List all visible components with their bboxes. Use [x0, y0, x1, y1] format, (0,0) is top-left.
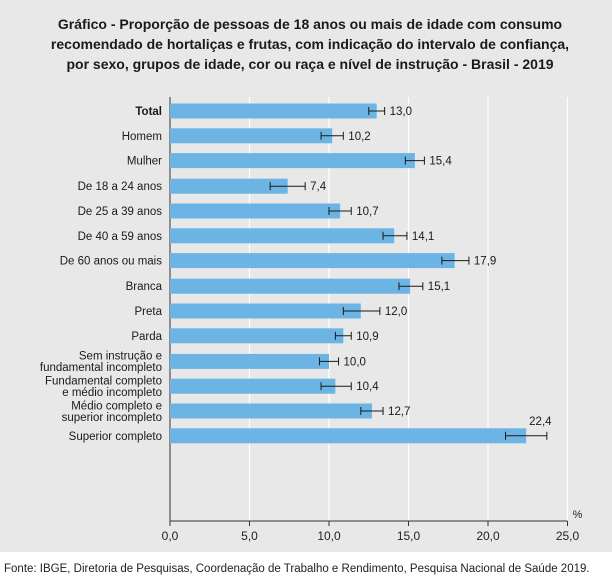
- source-note: Fonte: IBGE, Diretoria de Pesquisas, Coo…: [4, 563, 590, 575]
- bar: [170, 303, 361, 319]
- data-label: 12,0: [385, 306, 407, 318]
- category-label: De 60 anos ou mais: [60, 256, 163, 268]
- chart-title: Gráfico - Proporção de pessoas de 18 ano…: [30, 14, 590, 74]
- title-line-3: por sexo, grupos de idade, cor ou raça e…: [66, 56, 554, 72]
- x-tick-label: 0,0: [162, 529, 179, 543]
- bar: [170, 203, 341, 219]
- category-label: Parda: [131, 331, 162, 343]
- x-axis-unit-label: %: [573, 509, 583, 521]
- category-label: Superior completo: [69, 431, 162, 443]
- x-tick-label: 20,0: [476, 529, 500, 543]
- category-label: De 18 a 24 anos: [78, 181, 163, 193]
- bar: [170, 328, 344, 344]
- category-label: Médio completo e: [71, 400, 162, 412]
- bar: [170, 228, 395, 244]
- x-tick-label: 5,0: [241, 529, 258, 543]
- data-label: 17,9: [474, 256, 496, 268]
- x-tick-label: 10,0: [317, 529, 341, 543]
- chart-panel: Gráfico - Proporção de pessoas de 18 ano…: [0, 0, 612, 552]
- category-label: fundamental incompleto: [40, 362, 162, 374]
- x-tick-label: 25,0: [556, 529, 580, 543]
- category-label: De 40 a 59 anos: [78, 231, 163, 243]
- x-tick-label: 15,0: [397, 529, 421, 543]
- data-label: 7,4: [310, 181, 327, 193]
- bar: [170, 403, 372, 419]
- category-label: Total: [135, 106, 162, 118]
- category-label: e médio incompleto: [62, 387, 162, 399]
- bar-chart: 0,0 5,0 10,0 15,0 20,0 25,0% 13,0 Total 10,2 Home…: [40, 97, 583, 543]
- data-label: 12,7: [388, 406, 410, 418]
- category-label: Sem instrução e: [79, 351, 162, 363]
- data-label: 10,9: [356, 331, 378, 343]
- data-label: 10,7: [356, 206, 378, 218]
- category-label: Homem: [122, 131, 162, 143]
- bar: [170, 378, 336, 394]
- data-label: 10,0: [344, 356, 366, 368]
- data-label: 22,4: [529, 416, 552, 428]
- bar: [170, 278, 411, 294]
- data-label: 10,2: [348, 131, 370, 143]
- data-label: 15,1: [428, 281, 450, 293]
- data-label: 14,1: [412, 231, 434, 243]
- data-label: 10,4: [356, 381, 379, 393]
- category-label: Mulher: [127, 156, 162, 168]
- category-label: Preta: [135, 306, 163, 318]
- title-line-2: recomendado de hortaliças e frutas, com …: [50, 36, 570, 52]
- bar: [170, 103, 377, 119]
- data-label: 15,4: [429, 156, 452, 168]
- title-line-1: Gráfico - Proporção de pessoas de 18 ano…: [57, 16, 563, 32]
- bar: [170, 153, 415, 169]
- bar: [170, 253, 455, 269]
- bar: [170, 428, 527, 444]
- bar: [170, 353, 329, 369]
- category-label: Fundamental completo: [45, 375, 162, 387]
- category-label: De 25 a 39 anos: [78, 206, 163, 218]
- bar: [170, 128, 333, 144]
- category-label: Branca: [126, 281, 163, 293]
- data-label: 13,0: [390, 106, 412, 118]
- bar: [170, 178, 288, 194]
- category-label: superior incompleto: [62, 412, 162, 424]
